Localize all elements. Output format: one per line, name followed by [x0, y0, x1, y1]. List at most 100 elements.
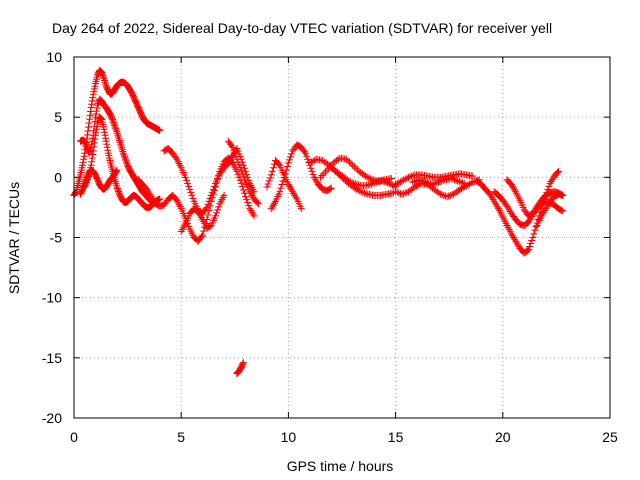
data-point — [109, 116, 117, 124]
data-point — [93, 107, 101, 115]
x-tick-label: 15 — [388, 429, 404, 445]
data-point — [410, 178, 418, 186]
data-point — [113, 128, 121, 136]
data-point — [531, 226, 539, 234]
data-point — [460, 179, 468, 187]
data-point — [181, 173, 189, 181]
y-tick-label: -5 — [50, 230, 63, 246]
data-point — [371, 179, 379, 187]
series-arc-14 — [327, 164, 400, 191]
data-point — [384, 179, 392, 187]
data-point — [104, 146, 112, 154]
data-point — [513, 239, 521, 247]
data-point — [491, 199, 499, 207]
x-tick-label: 10 — [281, 429, 297, 445]
data-point — [414, 181, 422, 189]
data-point — [203, 203, 211, 211]
data-point — [393, 188, 401, 196]
data-point — [351, 180, 359, 188]
data-point — [239, 360, 247, 368]
data-point — [359, 188, 367, 196]
data-point — [553, 169, 561, 177]
series-arc-17 — [409, 175, 468, 189]
data-point — [348, 179, 356, 187]
data-point — [207, 191, 215, 199]
data-point — [543, 203, 551, 211]
data-point — [327, 184, 335, 192]
data-point — [352, 164, 360, 172]
data-point — [559, 191, 567, 199]
data-point — [267, 205, 275, 213]
data-point — [239, 172, 247, 180]
data-point — [247, 190, 255, 198]
data-point — [90, 169, 98, 177]
data-point — [265, 177, 273, 185]
x-tick-label: 25 — [602, 429, 618, 445]
data-point — [412, 177, 420, 185]
data-point — [184, 179, 192, 187]
data-point — [352, 185, 360, 193]
data-point — [100, 125, 108, 133]
data-point — [455, 178, 463, 186]
data-point — [529, 234, 537, 241]
data-point — [198, 233, 206, 241]
data-point — [114, 131, 122, 139]
data-point — [88, 97, 96, 105]
data-point — [440, 191, 448, 199]
data-point — [264, 180, 272, 188]
data-point — [487, 192, 495, 200]
data-point — [558, 206, 566, 214]
data-point — [117, 140, 125, 148]
data-point — [89, 94, 97, 102]
data-point — [112, 168, 120, 176]
data-point — [508, 232, 516, 240]
data-point — [312, 177, 320, 185]
data-point — [79, 158, 87, 166]
data-point — [544, 201, 552, 209]
data-point — [317, 173, 325, 181]
data-point — [116, 138, 124, 146]
data-point — [263, 183, 271, 191]
data-point — [382, 178, 390, 186]
data-point — [349, 161, 357, 169]
data-point — [101, 78, 109, 86]
data-point — [326, 185, 334, 193]
data-point — [202, 205, 210, 213]
data-point — [512, 237, 520, 245]
data-point — [396, 178, 404, 186]
data-point — [242, 193, 250, 201]
data-point — [354, 186, 362, 194]
data-point — [208, 188, 216, 196]
data-point — [464, 181, 472, 189]
data-point — [194, 208, 202, 216]
data-point — [228, 142, 236, 150]
data-point — [362, 190, 370, 198]
data-point — [393, 180, 401, 188]
data-point — [248, 208, 256, 216]
data-point — [523, 246, 531, 254]
data-point — [443, 193, 451, 201]
data-point — [93, 122, 101, 130]
data-point — [398, 190, 406, 198]
data-point — [230, 146, 238, 154]
data-point — [118, 144, 126, 152]
data-point — [528, 237, 536, 245]
data-point — [308, 167, 316, 175]
data-point — [418, 177, 426, 185]
data-point — [493, 203, 501, 211]
data-point — [514, 241, 522, 249]
data-point — [114, 133, 122, 141]
data-point — [388, 181, 396, 189]
data-point — [292, 193, 300, 201]
data-point — [278, 181, 286, 189]
data-point — [537, 212, 545, 220]
data-point — [490, 197, 498, 205]
data-point — [401, 175, 409, 183]
data-point — [248, 191, 256, 199]
data-point — [279, 177, 287, 185]
data-point — [185, 182, 193, 190]
data-point — [449, 175, 457, 183]
data-point — [121, 154, 129, 162]
series-arc-7 — [177, 191, 228, 235]
